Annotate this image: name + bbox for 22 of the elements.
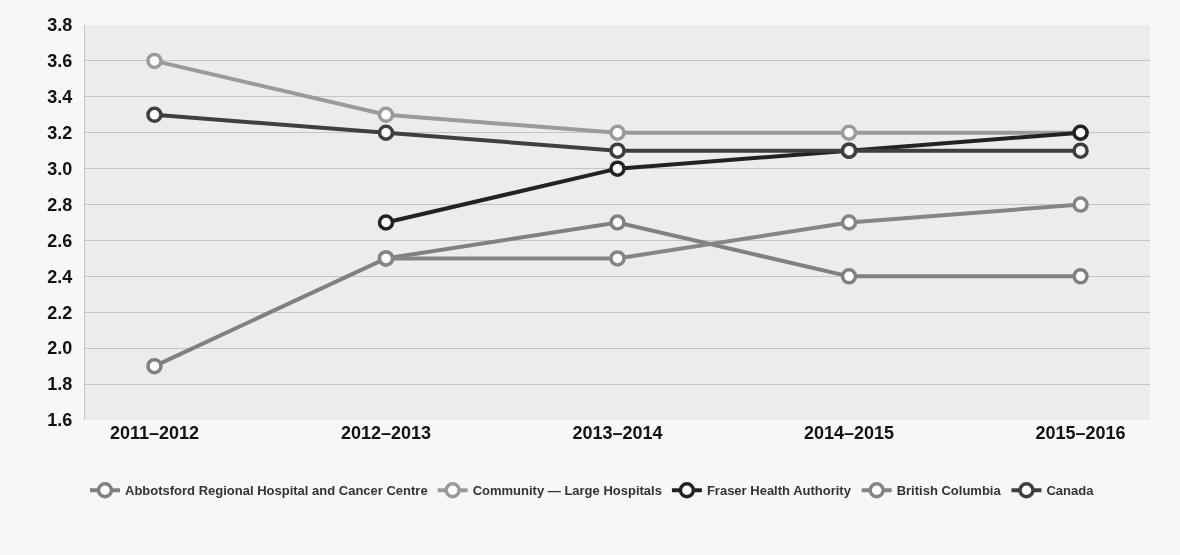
- y-tick-label: 3.6: [47, 51, 73, 72]
- x-tick-label: 2015–2016: [1035, 423, 1126, 443]
- y-tick-label: 2.6: [47, 230, 73, 251]
- y-tick-label: 2.2: [47, 302, 73, 323]
- legend-label: Canada: [1046, 483, 1095, 499]
- x-tick-label: 2013–2014: [572, 423, 663, 443]
- legend-label: British Columbia: [896, 483, 1002, 499]
- y-tick-label: 1.8: [47, 374, 73, 395]
- y-tick-label: 3.4: [47, 87, 73, 108]
- legend-label: Community — Large Hospitals: [472, 483, 662, 499]
- x-tick-label: 2014–2015: [803, 423, 895, 443]
- y-tick-label: 1.6: [47, 410, 73, 431]
- y-tick-label: 2.4: [47, 266, 73, 287]
- y-tick-label: 3.2: [47, 123, 73, 144]
- legend-label: Fraser Health Authority: [706, 483, 852, 499]
- y-tick-label: 2.8: [47, 194, 73, 215]
- y-tick-label: 2.0: [47, 338, 73, 359]
- y-tick-label: 3.0: [47, 158, 73, 179]
- x-tick-label: 2011–2012: [109, 423, 200, 443]
- y-tick-label: 3.8: [47, 15, 73, 36]
- legend-label: Abbotsford Regional Hospital and Cancer Centre: [125, 483, 428, 499]
- x-tick-label: 2012–2013: [340, 423, 432, 443]
